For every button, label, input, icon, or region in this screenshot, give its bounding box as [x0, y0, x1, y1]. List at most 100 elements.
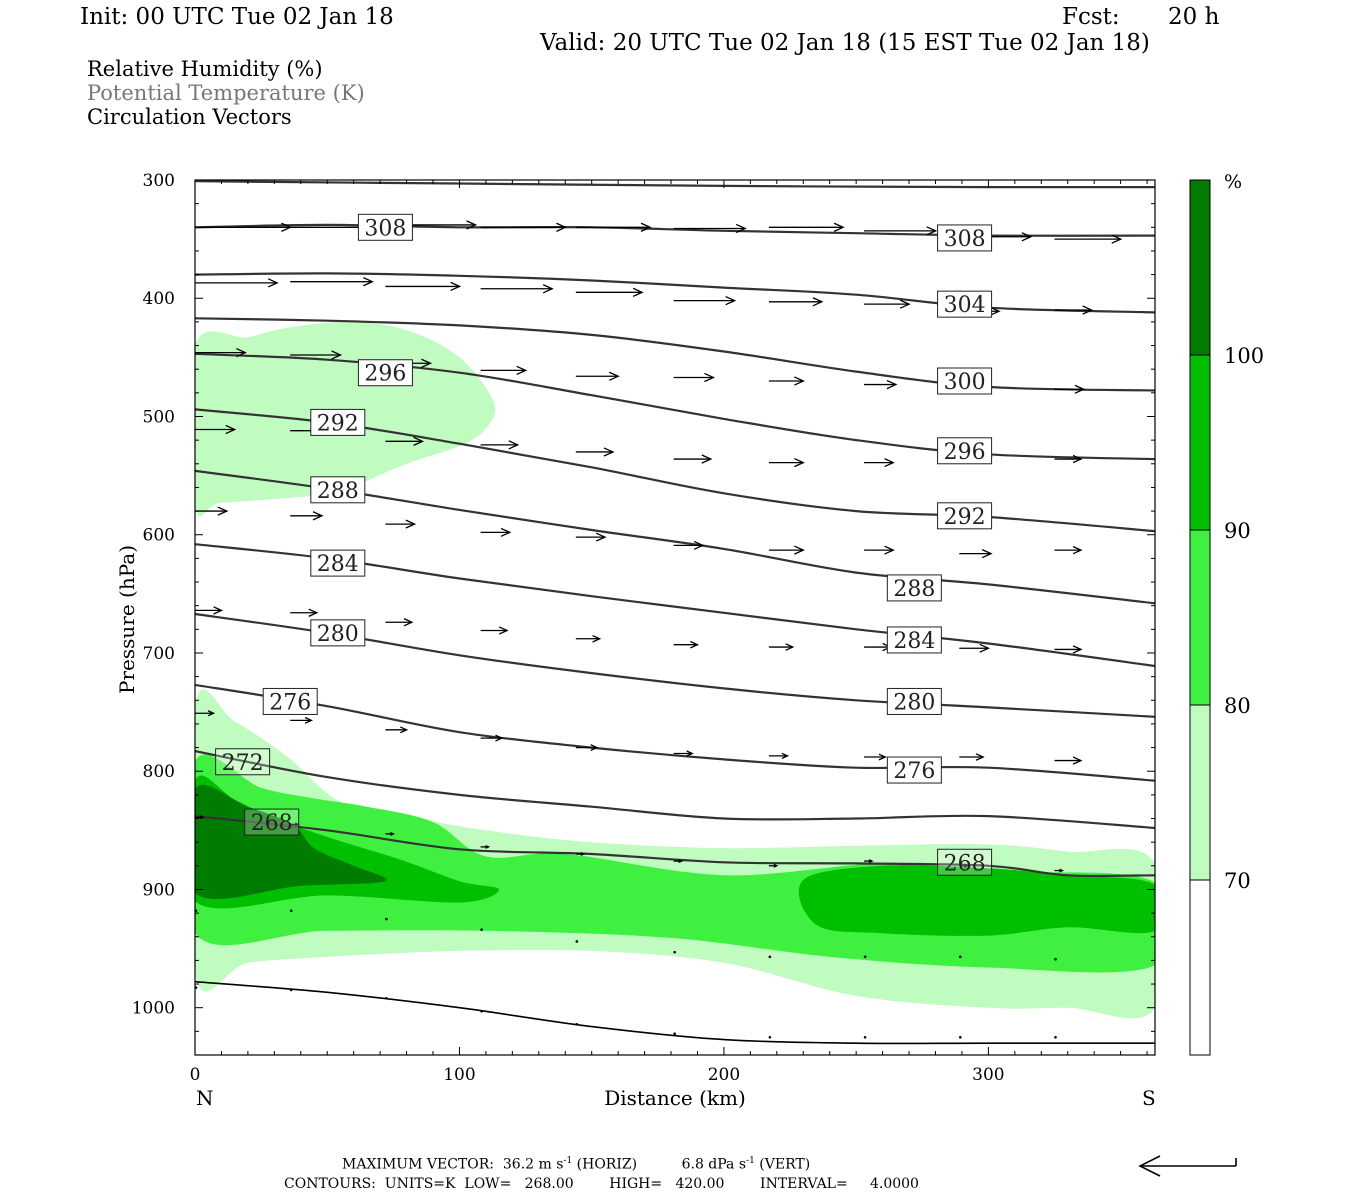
vector-head: [421, 358, 433, 368]
vector-head: [403, 618, 414, 627]
vector-head: [1072, 454, 1083, 464]
x-tick-label: 100: [443, 1065, 475, 1085]
vector-head: [1072, 756, 1083, 765]
vector-head: [236, 347, 247, 358]
contour-label-text: 296: [944, 440, 986, 465]
circulation-vector: [480, 626, 509, 635]
contour-label-text: 288: [893, 577, 935, 602]
vector-head: [595, 532, 607, 542]
vector-head: [500, 527, 512, 537]
max-vector-text: MAXIMUM VECTOR: 36.2 m s: [342, 1156, 564, 1173]
circulation-vector: [575, 532, 607, 542]
vector-head: [304, 716, 313, 724]
contour-label-308: 308: [357, 213, 413, 241]
vector-dot: [480, 928, 483, 931]
contour-label-288: 288: [310, 476, 366, 504]
vector-head: [773, 863, 779, 868]
circulation-vector: [385, 436, 425, 446]
vector-dot: [385, 996, 388, 1000]
vector-head: [225, 424, 237, 435]
contour-label-300: 300: [937, 367, 993, 395]
vector-dot: [480, 1009, 483, 1013]
circulation-vector: [480, 284, 554, 294]
circulation-vector: [1054, 645, 1083, 654]
contour-label-276: 276: [886, 756, 942, 784]
vector-head: [794, 545, 805, 555]
vector-head: [592, 634, 602, 643]
circulation-vector: [863, 1035, 867, 1039]
vector-head: [785, 643, 795, 651]
vector-layer: [195, 220, 1123, 1039]
vector-head: [878, 753, 887, 761]
forecast-hours: 20 h: [1168, 4, 1220, 30]
vector-head: [886, 379, 898, 390]
reference-vector: [1138, 1155, 1237, 1177]
circulation-vector: [480, 365, 528, 376]
theta-contour-308: [195, 223, 1155, 237]
contour-label-284: 284: [886, 626, 942, 654]
vector-head: [294, 822, 300, 827]
vector-dot: [863, 955, 867, 959]
vector-dot: [575, 940, 579, 943]
vector-head: [466, 220, 478, 230]
contour-label-box: [310, 476, 366, 504]
y-tick-label: 700: [143, 644, 175, 664]
circulation-vector: [673, 295, 737, 306]
circulation-vector: [673, 372, 716, 383]
colorbar-label: 100: [1224, 344, 1264, 368]
vector-head: [981, 549, 993, 559]
circulation-vector: [1054, 454, 1083, 464]
theta-contour-304: [195, 272, 1155, 314]
vector-head: [704, 372, 716, 383]
circulation-vector: [768, 297, 824, 307]
y-tick-label: 400: [143, 289, 175, 309]
vector-head: [1082, 305, 1094, 315]
max-vector-vert-label: (VERT): [759, 1156, 811, 1173]
contour-label-text: 288: [317, 479, 359, 504]
vector-dot: [958, 955, 962, 959]
vector-dot: [385, 917, 388, 921]
colorbar: 70 80 90 100%: [1189, 171, 1264, 1056]
contour-label-296: 296: [937, 437, 993, 465]
contour-label-box: [886, 626, 942, 654]
circulation-vector: [195, 506, 229, 516]
contour-label-280: 280: [886, 687, 942, 715]
surface-line: [195, 980, 1155, 1045]
circulation-vector: [864, 299, 911, 309]
vector-head: [963, 863, 969, 868]
vector-dot: [768, 1035, 772, 1039]
circulation-vector: [575, 1022, 579, 1026]
y-tick-label: 900: [143, 880, 175, 900]
y-tick-label: 300: [143, 171, 175, 191]
colorbar-swatch: [1190, 880, 1210, 1055]
circulation-vector: [289, 909, 293, 913]
circulation-vector: [673, 640, 700, 649]
circulation-vector: [673, 454, 713, 464]
circulation-vector: [385, 519, 417, 529]
vector-head: [495, 734, 504, 742]
vector-head: [308, 608, 319, 617]
reference-vector-head: [1138, 1155, 1161, 1177]
circulation-vector: [768, 863, 779, 868]
contour-label-280: 280: [310, 619, 366, 647]
circulation-vector: [1054, 1035, 1057, 1039]
circulation-vector: [290, 608, 319, 617]
colorbar-swatch: [1190, 180, 1210, 355]
contour-label-text: 292: [317, 411, 359, 436]
vector-head: [632, 287, 644, 297]
circulation-vector: [768, 222, 845, 232]
vector-dot: [768, 955, 772, 959]
forecast-label: Fcst:: [1062, 4, 1120, 30]
circulation-vector: [480, 222, 568, 232]
contour-label-box: [937, 437, 993, 465]
footer-max-vector: MAXIMUM VECTOR: 36.2 m s-1 (HORIZ) 6.8 d…: [342, 1156, 810, 1173]
circulation-vector: [290, 350, 343, 360]
vector-head: [989, 306, 1001, 316]
north-label: N: [196, 1086, 214, 1110]
circulation-vector: [673, 223, 747, 234]
contour-label-box: [310, 408, 366, 436]
vector-head: [542, 284, 554, 294]
vector-head: [926, 226, 938, 236]
contour-label-text: 268: [944, 851, 986, 876]
contour-label-box: [262, 687, 318, 715]
